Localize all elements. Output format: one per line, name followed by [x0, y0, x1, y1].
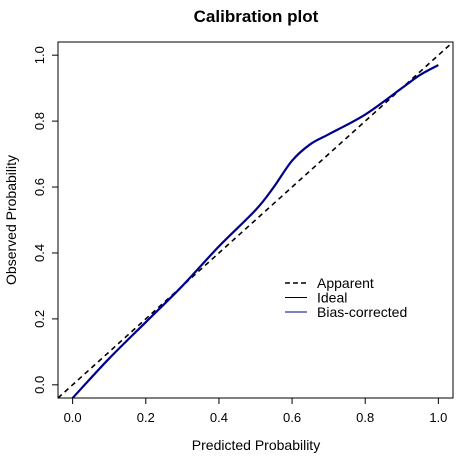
series-line-bias-corrected — [71, 64, 439, 398]
y-tick-label: 0.6 — [32, 178, 47, 196]
plot-box — [57, 41, 454, 399]
y-tick-label: 0.8 — [32, 112, 47, 130]
legend-label: Ideal — [317, 290, 347, 306]
legend-label: Apparent — [317, 275, 374, 291]
x-tick-label: 1.0 — [429, 410, 447, 425]
y-tick-label: 0.0 — [32, 376, 47, 394]
x-tick-label: 0.8 — [356, 410, 374, 425]
series-layer — [58, 42, 453, 398]
x-tick-label: 0.0 — [64, 410, 82, 425]
chart-title: Calibration plot — [194, 7, 319, 26]
y-tick-label: 0.2 — [32, 310, 47, 328]
y-axis: 0.0 0.2 0.4 0.6 0.8 1.0 — [32, 46, 58, 394]
y-tick-label: 1.0 — [32, 46, 47, 64]
x-axis: 0.0 0.2 0.4 0.6 0.8 1.0 — [64, 398, 447, 425]
x-axis-label: Predicted Probability — [192, 437, 320, 453]
x-tick-label: 0.2 — [137, 410, 155, 425]
legend-label: Bias-corrected — [317, 304, 407, 320]
y-tick-label: 0.4 — [32, 244, 47, 262]
x-tick-label: 0.4 — [210, 410, 228, 425]
y-axis-label: Observed Probability — [3, 155, 19, 285]
series-line-apparent — [58, 42, 453, 398]
x-tick-label: 0.6 — [283, 410, 301, 425]
